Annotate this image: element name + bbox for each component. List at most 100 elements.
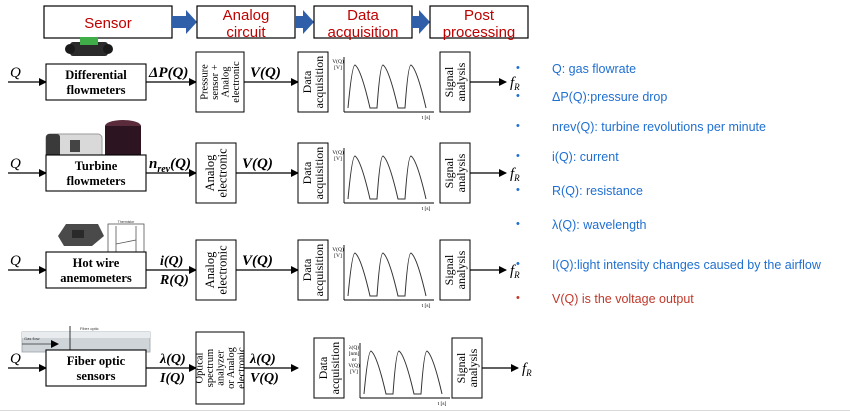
plot-waveform: [347, 64, 427, 109]
daq-box-line: acquisition: [312, 56, 326, 109]
circuit-box-line: Optical: [194, 352, 205, 383]
hotwire-thermistor-label: Thermistor: [118, 220, 136, 224]
daq-box: [313, 337, 345, 399]
output-fr-label: fR: [510, 166, 520, 183]
signal-2-label: V(Q): [242, 253, 273, 269]
plot-y-label: λ(Q): [349, 344, 359, 351]
bullet-dot: •: [516, 218, 520, 230]
plot-y-label: V(Q): [348, 362, 360, 369]
signal-analysis-box-line: analysis: [454, 62, 468, 101]
stage-box-sensor: [43, 5, 173, 39]
sensor-label: sensors: [77, 369, 116, 383]
output-fr-label: fR: [510, 75, 520, 92]
row-3-thumbnail: Thermistor Platinum hot wire: [58, 220, 145, 263]
circuit-box-line: Pressure: [200, 64, 211, 100]
signal-analysis-box-line: Signal: [442, 254, 456, 285]
sensor-box: [45, 251, 147, 289]
signal-analysis-box-line: Signal: [454, 352, 468, 383]
stage-label-analog-2: circuit: [226, 24, 266, 41]
signal-analysis-box: [439, 239, 471, 301]
bullet-dot: •: [516, 90, 520, 102]
bullet-dot: •: [516, 150, 520, 162]
hotwire-photo-slot: [72, 230, 84, 238]
legend-text: ΔP(Q):pressure drop: [552, 90, 668, 104]
daq-box-line: Data: [316, 356, 330, 379]
signal-analysis-box-line: Signal: [442, 157, 456, 188]
circuit-box-line: spectrum: [205, 349, 216, 388]
turbine-photo-cap: [46, 134, 60, 158]
circuit-box: [195, 51, 245, 113]
daq-box: [297, 239, 329, 301]
sensor-label: flowmeters: [67, 174, 126, 188]
plot-x-label: t [s]: [422, 206, 431, 212]
legend-text: I(Q):light intensity changes caused by t…: [552, 258, 821, 272]
stage-box-analog: [196, 5, 296, 39]
plot-y-label: or: [352, 357, 357, 363]
daq-box-line: Data: [300, 258, 314, 281]
sensor-label: Turbine: [75, 159, 118, 173]
plot-x-label: t [s]: [422, 303, 431, 309]
legend-text: i(Q): current: [552, 150, 619, 164]
stage-arrow-3: [412, 10, 430, 34]
turbine-photo-band: [70, 140, 80, 152]
signal-2-label: V(Q): [242, 156, 273, 172]
hotwire-schematic-wire-3: [115, 239, 137, 245]
daq-box: [297, 51, 329, 113]
input-q-label: Q: [10, 253, 21, 269]
plot-y-label: [V]: [334, 253, 342, 259]
sensor-label: flowmeters: [67, 83, 126, 97]
diff-flowmeter-photo: [70, 42, 108, 56]
stage-box-daq: [313, 5, 413, 39]
signal-1-label: i(Q): [160, 254, 183, 269]
circuit-box-line: or Analog: [226, 346, 237, 388]
circuit-box-line: sensor +: [210, 64, 221, 99]
signal-1-label: nrev(Q): [149, 156, 191, 175]
stage-arrow-2: [295, 10, 314, 34]
output-fr-label: fR: [510, 263, 520, 280]
input-q-label: Q: [10, 156, 21, 172]
stage-header: Sensor Analog circuit Data acquisition P…: [43, 5, 529, 41]
bullet-dot: •: [516, 258, 520, 270]
sensor-label: anemometers: [60, 271, 132, 285]
circuit-box: [195, 331, 245, 405]
output-fr-label: fR: [522, 361, 532, 378]
daq-box-line: Data: [300, 70, 314, 93]
plot-x-label: t [s]: [422, 115, 431, 121]
plot-waveform: [347, 252, 427, 297]
signal-analysis-box-line: analysis: [454, 153, 468, 192]
plot-y-label: V(Q): [332, 149, 344, 156]
sensor-box: [45, 154, 147, 192]
circuit-box-line: electronic: [231, 61, 242, 103]
legend-text: λ(Q): wavelength: [552, 218, 647, 232]
signal-2-label: λ(Q): [249, 352, 276, 367]
signal-analysis-box-line: analysis: [466, 348, 480, 387]
legend-text: Q: gas flowrate: [552, 62, 637, 76]
bullet-dot: •: [516, 62, 520, 74]
fiber-gas-label: Gas flow: [24, 336, 40, 341]
bullet-dot: •: [516, 292, 520, 304]
row-1-thumbnail: [65, 37, 113, 56]
plot-y-label: [nm]: [349, 351, 360, 357]
plot-waveform: [363, 350, 443, 395]
plot-y-label: [V]: [334, 65, 342, 71]
plot-y-label: V(Q): [332, 246, 344, 253]
circuit-box-line: electronic: [236, 347, 247, 389]
signal-analysis-box: [439, 142, 471, 204]
sensor-label: Differential: [65, 68, 127, 82]
circuit-box-line: Analog: [203, 251, 217, 289]
circuit-box-line: Analog: [221, 66, 232, 98]
plot-y-label: [V]: [334, 156, 342, 162]
signal-analysis-box-line: Signal: [442, 66, 456, 97]
circuit-box: [195, 142, 237, 204]
stage-label-post-1: Post: [464, 7, 495, 24]
stage-box-post: [429, 5, 529, 39]
legend-text: nrev(Q): turbine revolutions per minute: [552, 120, 766, 134]
input-q-label: Q: [10, 351, 21, 367]
stage-label-daq-1: Data: [347, 7, 379, 24]
bullet-dot: •: [516, 184, 520, 196]
sensor-label: Hot wire: [73, 256, 120, 270]
